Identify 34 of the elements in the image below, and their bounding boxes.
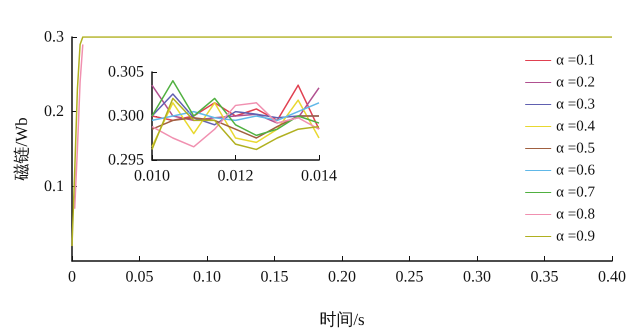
x-tick-label: 0.05 (126, 268, 154, 286)
y-tick-label: 0.2 (44, 103, 64, 120)
x-tick-label: 0.15 (260, 268, 288, 286)
x-tick-label: 0.20 (328, 268, 356, 286)
legend-label: α =0.2 (556, 74, 596, 90)
legend-label: α =0.9 (556, 228, 596, 244)
line-series (151, 115, 320, 139)
legend-label: α =0.5 (556, 140, 596, 156)
x-tick-label: 0.012 (218, 168, 254, 184)
line-series (71, 36, 613, 247)
line-series (151, 102, 320, 122)
legend-label: α =0.1 (556, 52, 596, 68)
x-tick-label: 0.35 (530, 268, 558, 286)
x-tick-label: 0.014 (301, 168, 337, 184)
x-tick-label: 0 (68, 268, 76, 286)
y-tick-label: 0.1 (44, 178, 64, 195)
y-tick-label: 0.305 (108, 64, 144, 80)
x-tick-label: 0.25 (396, 268, 424, 286)
x-tick-label: 0.10 (193, 268, 221, 286)
y-tick-label: 0.295 (108, 152, 144, 168)
y-axis-title: 磁链/Wb (12, 117, 31, 182)
legend-label: α =0.8 (556, 206, 596, 222)
y-tick-label: 0.3 (44, 28, 64, 46)
legend-label: α =0.6 (556, 162, 596, 178)
legend-label: α =0.7 (556, 184, 596, 200)
legend-label: α =0.3 (556, 96, 596, 112)
x-axis-title: 时间/s (319, 310, 365, 329)
x-tick-label: 0.30 (463, 268, 491, 286)
line-series (74, 44, 84, 210)
y-tick-label: 0.300 (108, 108, 144, 124)
line-series (151, 80, 320, 136)
x-tick-label: 0.010 (134, 168, 170, 184)
x-tick-label: 0.40 (598, 268, 626, 286)
legend-label: α =0.4 (556, 118, 596, 134)
